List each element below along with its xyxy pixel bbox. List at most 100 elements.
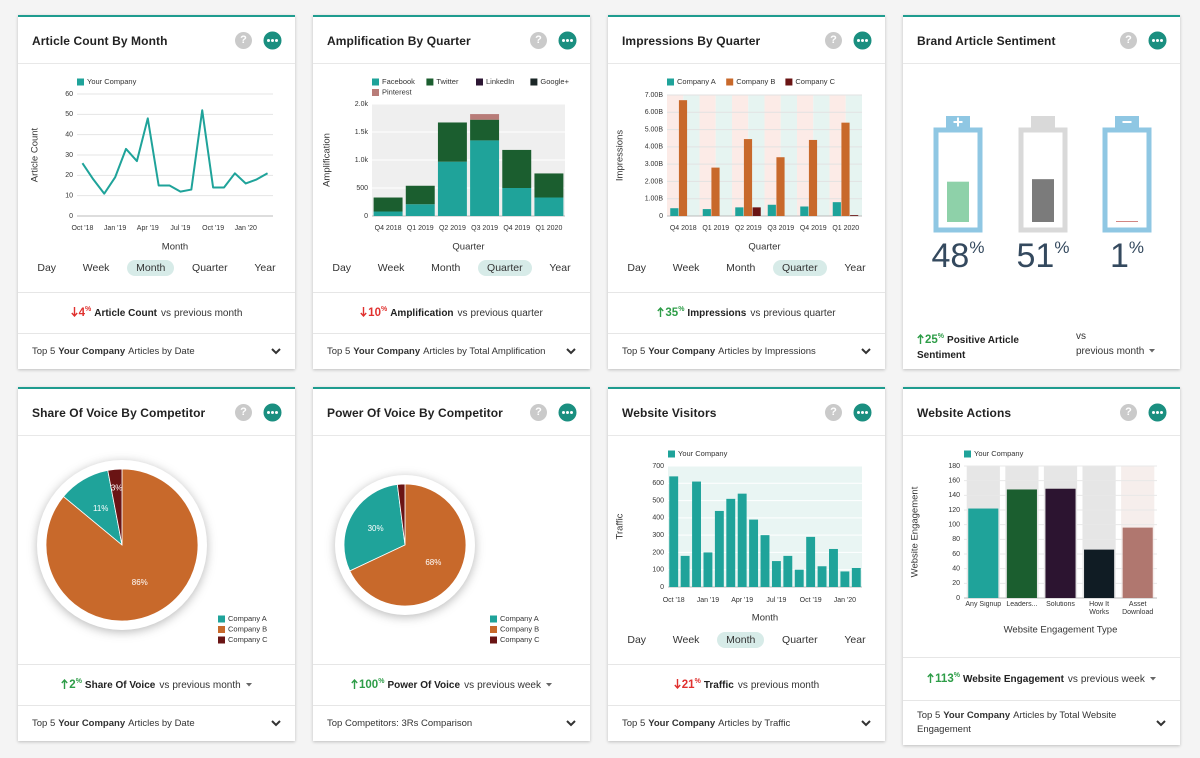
period-option[interactable]: Quarter	[782, 634, 818, 646]
expand-chevron[interactable]	[271, 720, 281, 727]
comparison-period[interactable]: previous week	[1081, 674, 1156, 685]
x-tick-label-box: How It Works	[1089, 601, 1109, 616]
summary-lead: 4% Article Count	[70, 307, 157, 319]
legend-label: Company C	[500, 635, 540, 644]
summary: 21% Traffic vs previous month	[608, 664, 885, 705]
dropdown-caret[interactable]	[1149, 349, 1156, 353]
details[interactable]: Top 5 Your Company Articles by Date	[18, 333, 295, 369]
help-button[interactable]: ?	[825, 404, 842, 421]
dropdown-caret[interactable]	[545, 682, 552, 687]
period-option[interactable]: Month	[431, 262, 461, 274]
period-option[interactable]: Year	[549, 262, 571, 274]
period-option[interactable]: Week	[377, 262, 405, 274]
details-text: Top 5 Your Company Articles by Total Ampli…	[327, 345, 560, 359]
more-dot	[857, 411, 860, 414]
metric: Power Of Voice	[387, 680, 461, 692]
summary-lead: 113% Website Engagement	[927, 673, 1064, 685]
summary: 10% Amplification vs previous quarter	[313, 292, 590, 333]
comparison-period[interactable]: previous month	[172, 680, 252, 691]
card: Brand Article Sentiment? 48% 51% 1% 25% Posit…	[903, 15, 1180, 369]
more-button[interactable]	[853, 403, 872, 422]
more-button[interactable]	[263, 31, 282, 50]
help-button[interactable]: ?	[1120, 32, 1137, 49]
card-title: Share Of Voice By Competitor	[32, 406, 206, 420]
more-button[interactable]	[558, 403, 577, 422]
percent-unit: %	[1129, 238, 1144, 257]
expand-chevron[interactable]	[1156, 719, 1166, 727]
card: Website Visitors? 0 100 200 300 400 500 600 700 O…	[608, 387, 885, 741]
change-arrow	[657, 307, 665, 318]
comparison-period[interactable]: previous week	[477, 680, 552, 691]
period-option[interactable]: Day	[37, 262, 57, 274]
details[interactable]: Top 5 Your Company Articles by Traffic	[608, 705, 885, 741]
help-button[interactable]: ?	[530, 32, 547, 49]
bar-segment	[470, 119, 500, 141]
details[interactable]: Top 5 Your Company Articles by Impressions	[608, 333, 885, 369]
period-option[interactable]: Quarter	[773, 260, 827, 276]
more-button[interactable]	[263, 403, 282, 422]
x-tick-label: Jan '19	[697, 597, 719, 604]
comparison-word: vs	[464, 679, 475, 691]
bar-segment	[470, 114, 500, 120]
period-option[interactable]: Quarter	[478, 260, 532, 276]
details-text: Top 5 Your Company Articles by Impressions	[622, 345, 855, 359]
x-tick-label: Q4 2018	[375, 225, 402, 232]
more-button[interactable]	[1148, 31, 1167, 50]
help-button[interactable]: ?	[235, 32, 252, 49]
period-option[interactable]: Day	[627, 634, 647, 646]
period-option[interactable]: Month	[717, 632, 765, 648]
period-option[interactable]: Week	[672, 634, 700, 646]
bar-segment	[373, 211, 403, 216]
card: Article Count By Month? 0 10 20 30 40 50 60 Oct …	[18, 15, 295, 369]
dropdown-caret[interactable]	[1149, 676, 1156, 681]
details[interactable]: Top 5 Your Company Articles by Total Websi…	[903, 700, 1180, 745]
expand-chevron[interactable]	[861, 720, 871, 727]
bar	[767, 204, 776, 216]
bar	[1006, 489, 1037, 598]
more-button[interactable]	[1148, 403, 1167, 422]
more-button[interactable]	[853, 31, 872, 50]
details-prefix: Top 5	[327, 345, 351, 357]
help-button[interactable]: ?	[530, 404, 547, 421]
period-selector: Day Week Month Quarter Year	[319, 260, 584, 276]
help-button[interactable]: ?	[825, 32, 842, 49]
x-axis-label: Quarter	[452, 242, 484, 253]
comparison-word: vs	[161, 307, 172, 319]
period-option[interactable]: Month	[726, 262, 756, 274]
comparison-period[interactable]: previous month	[1076, 346, 1156, 357]
period-option[interactable]: Month	[127, 260, 175, 276]
summary: 4% Article Count vs previous month	[18, 292, 295, 333]
more-dot	[570, 411, 573, 414]
details[interactable]: Top Competitors: 3Rs Comparison	[313, 705, 590, 741]
metric: Share Of Voice	[84, 680, 156, 692]
period-option[interactable]: Day	[332, 262, 352, 274]
card: Power Of Voice By Competitor? 30% 68% Compa…	[313, 387, 590, 741]
expand-chevron[interactable]	[861, 348, 871, 355]
x-tick-label: Q1 2019	[407, 225, 434, 232]
expand-chevron[interactable]	[271, 348, 281, 355]
period-option[interactable]: Week	[672, 262, 700, 274]
card-header: Amplification By Quarter?	[313, 17, 590, 64]
period-option[interactable]: Year	[254, 262, 276, 274]
pie-slice	[349, 483, 467, 607]
expand-chevron[interactable]	[566, 720, 576, 727]
period-option[interactable]: Quarter	[192, 262, 228, 274]
details[interactable]: Top 5 Your Company Articles by Date	[18, 705, 295, 741]
period-option[interactable]: Year	[844, 634, 866, 646]
help-button[interactable]: ?	[235, 404, 252, 421]
x-tick-label: Q2 2019	[439, 225, 466, 232]
change-unit: %	[937, 333, 945, 340]
period-option[interactable]: Year	[844, 262, 866, 274]
card-header: Website Visitors?	[608, 389, 885, 436]
help-button[interactable]: ?	[1120, 404, 1137, 421]
details[interactable]: Top 5 Your Company Articles by Total Ampli…	[313, 333, 590, 369]
period-option[interactable]: Week	[82, 262, 110, 274]
more-dot	[1156, 411, 1159, 414]
y-tick-label: 1.5k	[355, 129, 369, 136]
details-suffix: Articles by Traffic	[718, 717, 791, 729]
more-button[interactable]	[558, 31, 577, 50]
dropdown-caret[interactable]	[245, 682, 252, 687]
expand-chevron[interactable]	[566, 348, 576, 355]
period-option[interactable]: Day	[627, 262, 647, 274]
